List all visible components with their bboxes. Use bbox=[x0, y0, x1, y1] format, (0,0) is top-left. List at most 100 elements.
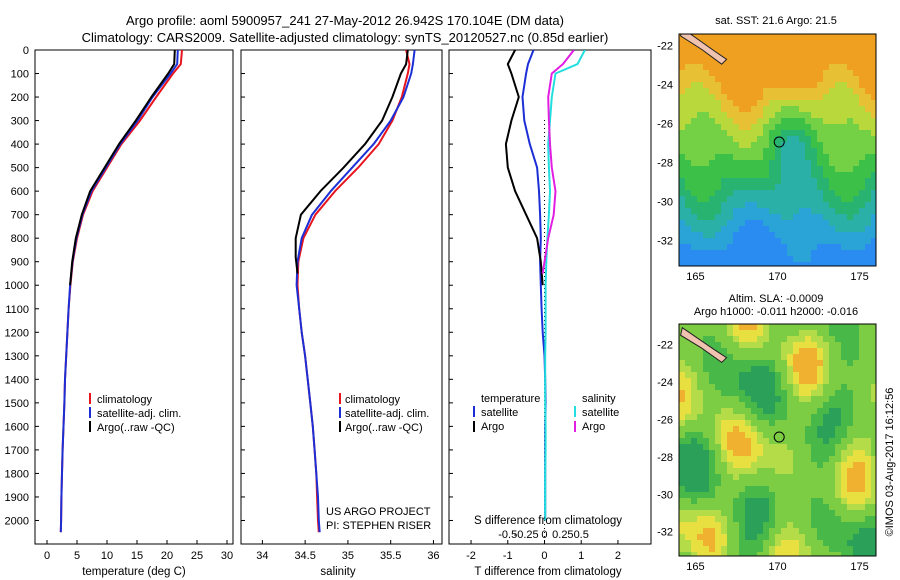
map-cell bbox=[739, 540, 746, 547]
map-cell bbox=[781, 160, 788, 167]
map-cell bbox=[709, 540, 716, 547]
map-cell bbox=[727, 480, 734, 487]
map-cell bbox=[775, 456, 782, 463]
map-cell bbox=[703, 220, 710, 227]
map-cell bbox=[835, 70, 842, 77]
map-cell bbox=[823, 100, 830, 107]
map-cell bbox=[865, 528, 872, 535]
map-cell bbox=[739, 40, 746, 47]
depth-tick-label: 2000 bbox=[5, 515, 29, 527]
map-cell bbox=[799, 516, 806, 523]
map-cell bbox=[847, 342, 854, 349]
map-cell bbox=[799, 360, 806, 367]
map-cell bbox=[859, 88, 866, 95]
map-cell bbox=[751, 238, 758, 245]
map-cell bbox=[841, 250, 848, 257]
series-line-argo bbox=[69, 50, 176, 286]
map-cell bbox=[841, 516, 848, 523]
map-cell bbox=[769, 148, 776, 155]
map-cell bbox=[829, 384, 836, 391]
map-cell bbox=[865, 82, 872, 89]
map-cell bbox=[703, 58, 710, 65]
map-cell bbox=[697, 348, 704, 355]
map-cell bbox=[757, 100, 764, 107]
map-cell bbox=[721, 208, 728, 215]
map-cell bbox=[715, 342, 722, 349]
map-cell bbox=[793, 172, 800, 179]
map-cell bbox=[799, 130, 806, 137]
salinity-x-tick-label: 35.5 bbox=[380, 550, 401, 562]
map-cell bbox=[787, 354, 794, 361]
map-cell bbox=[715, 136, 722, 143]
map-cell bbox=[745, 498, 752, 505]
map-cell bbox=[829, 408, 836, 415]
map-cell bbox=[763, 456, 770, 463]
map-cell bbox=[865, 342, 872, 349]
map-cell bbox=[865, 408, 872, 415]
map-cell bbox=[679, 366, 686, 373]
map-cell bbox=[829, 190, 836, 197]
map-cell bbox=[799, 142, 806, 149]
map-cell bbox=[811, 378, 818, 385]
map-cell bbox=[703, 402, 710, 409]
map-cell bbox=[697, 402, 704, 409]
map-cell bbox=[847, 330, 854, 337]
map-cell bbox=[745, 142, 752, 149]
map-cell bbox=[865, 420, 872, 427]
map-cell bbox=[805, 106, 812, 113]
map-cell bbox=[763, 154, 770, 161]
map-cell bbox=[679, 420, 686, 427]
map-cell bbox=[775, 154, 782, 161]
map-cell bbox=[709, 414, 716, 421]
map-cell bbox=[841, 130, 848, 137]
map-cell bbox=[847, 480, 854, 487]
map-cell bbox=[793, 184, 800, 191]
map-cell bbox=[715, 124, 722, 131]
map-cell bbox=[769, 360, 776, 367]
map-cell bbox=[835, 112, 842, 119]
map-cell bbox=[817, 324, 824, 331]
map-cell bbox=[775, 178, 782, 185]
map-cell bbox=[721, 528, 728, 535]
map-cell bbox=[787, 184, 794, 191]
salinity-legend: climatology satellite-adj. clim. Argo(..… bbox=[339, 393, 429, 434]
map-cell bbox=[829, 40, 836, 47]
map-cell bbox=[829, 160, 836, 167]
salinity-axis-label: salinity bbox=[320, 566, 355, 578]
map-cell bbox=[679, 178, 686, 185]
map-cell bbox=[733, 390, 740, 397]
map-cell bbox=[823, 256, 830, 263]
map-cell bbox=[709, 432, 716, 439]
map-cell bbox=[781, 438, 788, 445]
map-cell bbox=[745, 256, 752, 263]
map-cell bbox=[817, 528, 824, 535]
map-cell bbox=[757, 118, 764, 125]
map-cell bbox=[769, 528, 776, 535]
map-cell bbox=[787, 516, 794, 523]
map-cell bbox=[769, 342, 776, 349]
map-cell bbox=[715, 142, 722, 149]
map-cell bbox=[793, 492, 800, 499]
map-cell bbox=[703, 256, 710, 263]
map-cell bbox=[757, 330, 764, 337]
map-cell bbox=[865, 64, 872, 71]
series-line-sal_argo bbox=[541, 50, 575, 274]
map-cell bbox=[805, 262, 812, 266]
map-cell bbox=[721, 262, 728, 266]
map-cell bbox=[865, 220, 872, 227]
salinity-x-tick-label: 34.5 bbox=[294, 550, 315, 562]
map-cell bbox=[847, 232, 854, 239]
map-cell bbox=[775, 390, 782, 397]
map-cell bbox=[757, 402, 764, 409]
map-cell bbox=[691, 402, 698, 409]
map-cell bbox=[769, 112, 776, 119]
map-cell bbox=[769, 214, 776, 221]
map-cell bbox=[745, 190, 752, 197]
map-cell bbox=[793, 82, 800, 89]
map-cell bbox=[823, 232, 830, 239]
map-cell bbox=[799, 438, 806, 445]
map-cell bbox=[697, 64, 704, 71]
map-cell bbox=[823, 522, 830, 529]
map-cell bbox=[817, 432, 824, 439]
map-cell bbox=[727, 396, 734, 403]
